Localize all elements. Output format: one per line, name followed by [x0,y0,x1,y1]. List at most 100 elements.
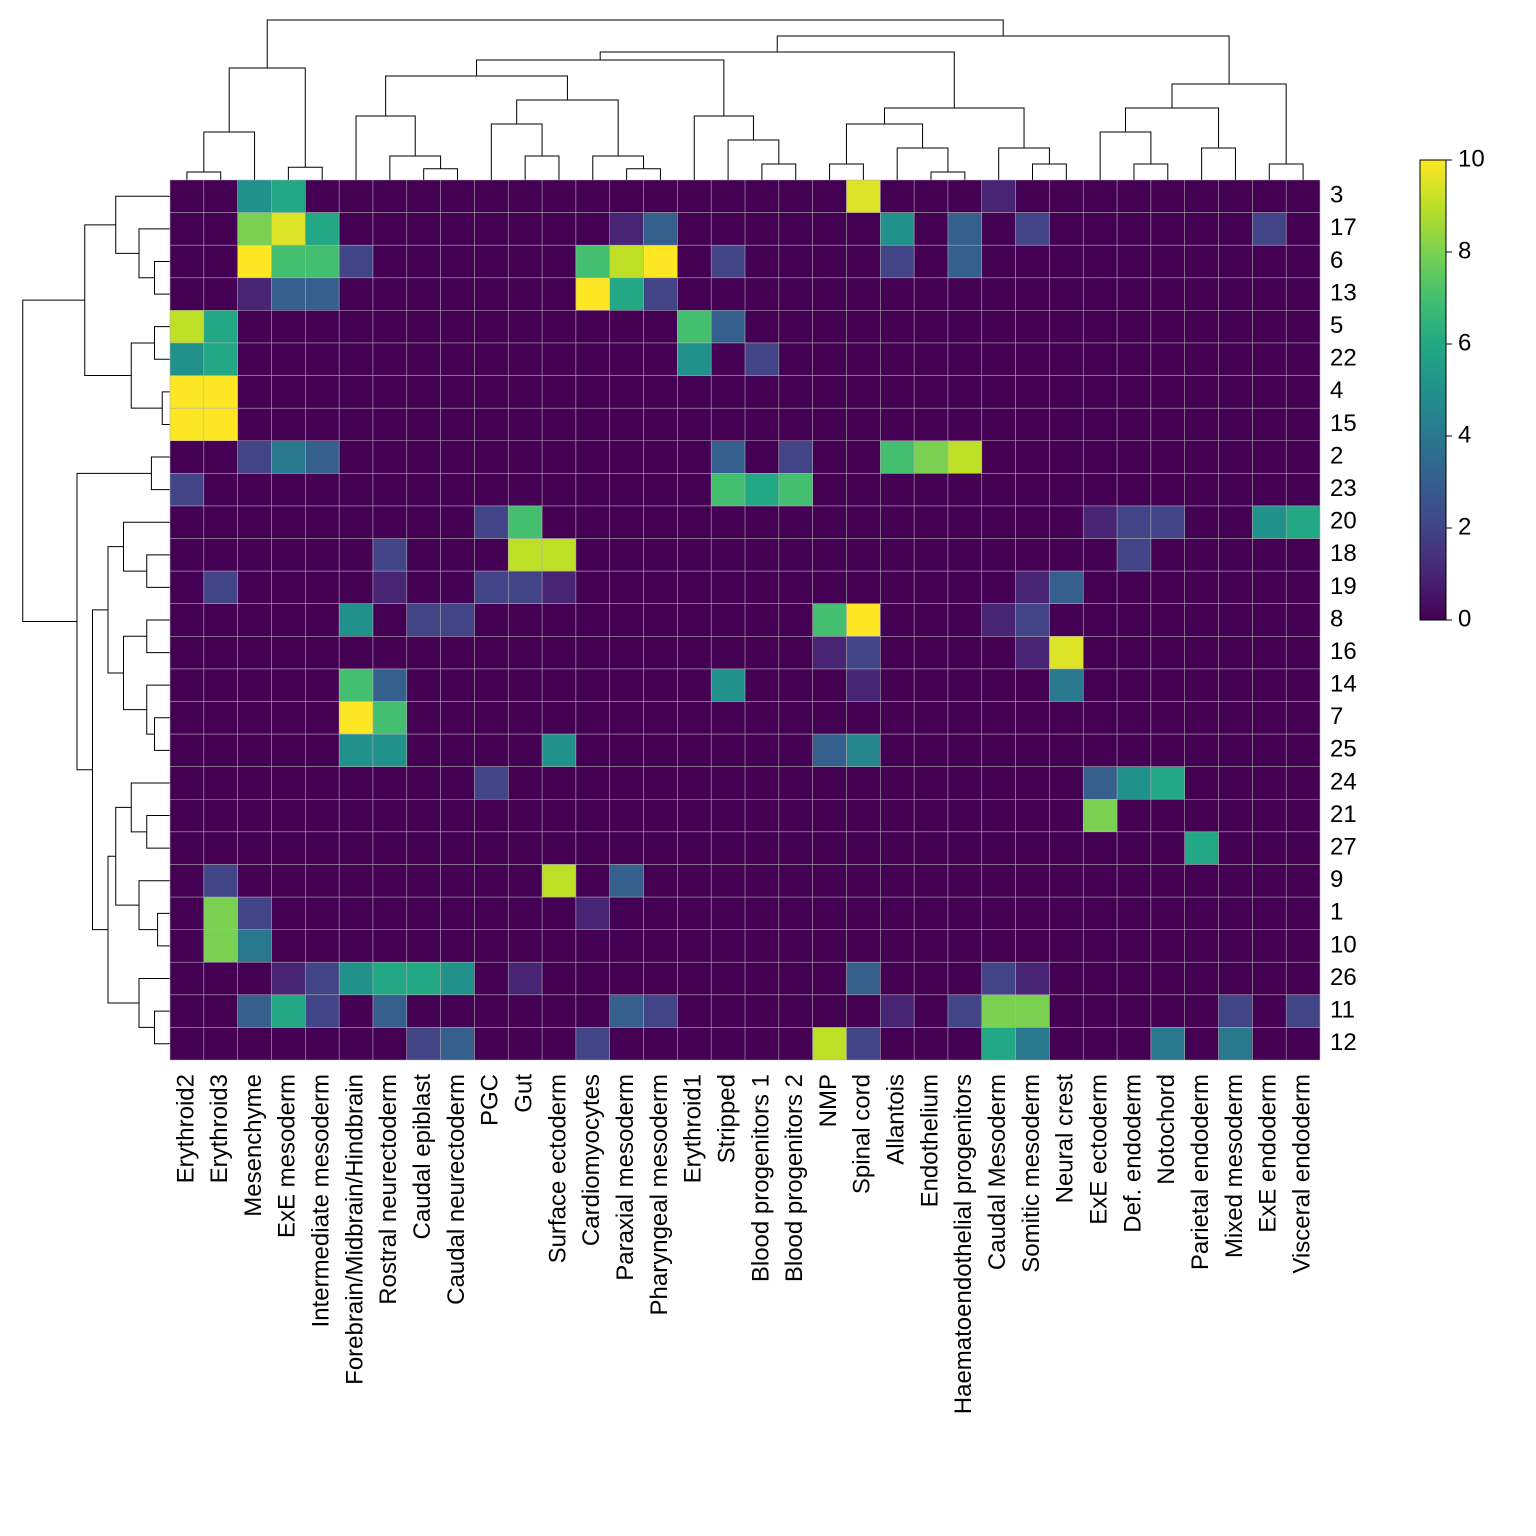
heatmap-cell [407,832,441,865]
heatmap-cell [948,310,982,343]
heatmap-cell [204,897,238,930]
heatmap-cell [576,245,610,278]
heatmap-cell [170,245,204,278]
column-label: Pharyngeal mesoderm [646,1074,673,1315]
heatmap-cell [407,734,441,767]
heatmap-cell [1252,734,1286,767]
heatmap-cell [846,441,880,474]
heatmap-cell [1151,930,1185,963]
heatmap-cell [542,441,576,474]
heatmap-cell [846,408,880,441]
heatmap-cell [339,343,373,376]
heatmap-cell [204,669,238,702]
heatmap-cell [982,506,1016,539]
heatmap-cell [576,995,610,1028]
heatmap-cell [204,962,238,995]
heatmap-cell [407,995,441,1028]
heatmap-cell [948,245,982,278]
heatmap-cell [542,864,576,897]
heatmap-cell [204,539,238,572]
heatmap-cell [339,539,373,572]
heatmap-cell [271,310,305,343]
heatmap-cell [1286,962,1320,995]
clustermap: 3176135224152232018198161472524212791102… [0,0,1536,1536]
heatmap-cell [1252,669,1286,702]
heatmap-cell [779,408,813,441]
heatmap-cell [1252,571,1286,604]
heatmap-cell [1049,995,1083,1028]
heatmap-cell [204,571,238,604]
heatmap-cell [508,701,542,734]
heatmap-cell [846,636,880,669]
heatmap-cell [339,962,373,995]
heatmap-cell [238,636,272,669]
heatmap-cell [1219,604,1253,637]
heatmap-cell [1083,734,1117,767]
heatmap-cell [914,213,948,246]
heatmap-cell [1185,734,1219,767]
heatmap-cell [1252,636,1286,669]
heatmap-cell [1151,669,1185,702]
heatmap-cell [745,343,779,376]
heatmap-cell [271,506,305,539]
heatmap-cell [711,864,745,897]
heatmap-cell [305,506,339,539]
heatmap-cell [576,897,610,930]
heatmap-cell [677,376,711,409]
heatmap-cell [238,180,272,213]
column-label: Endothelium [916,1074,943,1207]
heatmap-cell [1151,995,1185,1028]
column-label: Surface ectoderm [544,1074,571,1263]
heatmap-cell [779,245,813,278]
heatmap-cell [644,408,678,441]
heatmap-cell [339,734,373,767]
heatmap-cell [711,245,745,278]
heatmap-cell [644,343,678,376]
heatmap-cell [1219,376,1253,409]
column-label: Blood progenitors 1 [747,1074,774,1282]
heatmap-cell [677,310,711,343]
heatmap-cell [813,604,847,637]
heatmap-cell [779,506,813,539]
heatmap-cell [948,180,982,213]
heatmap-cell [1219,995,1253,1028]
heatmap-cell [1185,604,1219,637]
heatmap-cell [407,604,441,637]
heatmap-cell [982,832,1016,865]
heatmap-cell [948,701,982,734]
column-label: Gut [510,1074,537,1113]
heatmap-cell [305,701,339,734]
heatmap-cell [373,278,407,311]
heatmap-cell [1185,441,1219,474]
heatmap-cell [170,962,204,995]
heatmap-cell [880,278,914,311]
heatmap-cell [677,734,711,767]
heatmap-cell [238,962,272,995]
heatmap-cell [1016,604,1050,637]
heatmap-cell [982,636,1016,669]
heatmap-cell [170,1027,204,1060]
heatmap-cell [1185,539,1219,572]
heatmap-cell [1117,245,1151,278]
heatmap-cell [813,701,847,734]
heatmap-cell [846,571,880,604]
heatmap-cell [339,897,373,930]
heatmap-cell [779,930,813,963]
heatmap-cell [745,180,779,213]
heatmap-cell [238,213,272,246]
heatmap-cell [204,832,238,865]
heatmap-cell [238,995,272,1028]
heatmap-cell [1117,213,1151,246]
heatmap-cell [373,310,407,343]
heatmap-cell [238,278,272,311]
heatmap-cell [982,343,1016,376]
heatmap-cell [1117,441,1151,474]
row-label: 2 [1330,442,1343,469]
colorbar-gradient [1420,160,1446,620]
heatmap-cell [982,799,1016,832]
heatmap-cell [441,604,475,637]
heatmap-cell [238,245,272,278]
heatmap-cell [339,995,373,1028]
heatmap-cell [339,701,373,734]
heatmap-cell [813,245,847,278]
